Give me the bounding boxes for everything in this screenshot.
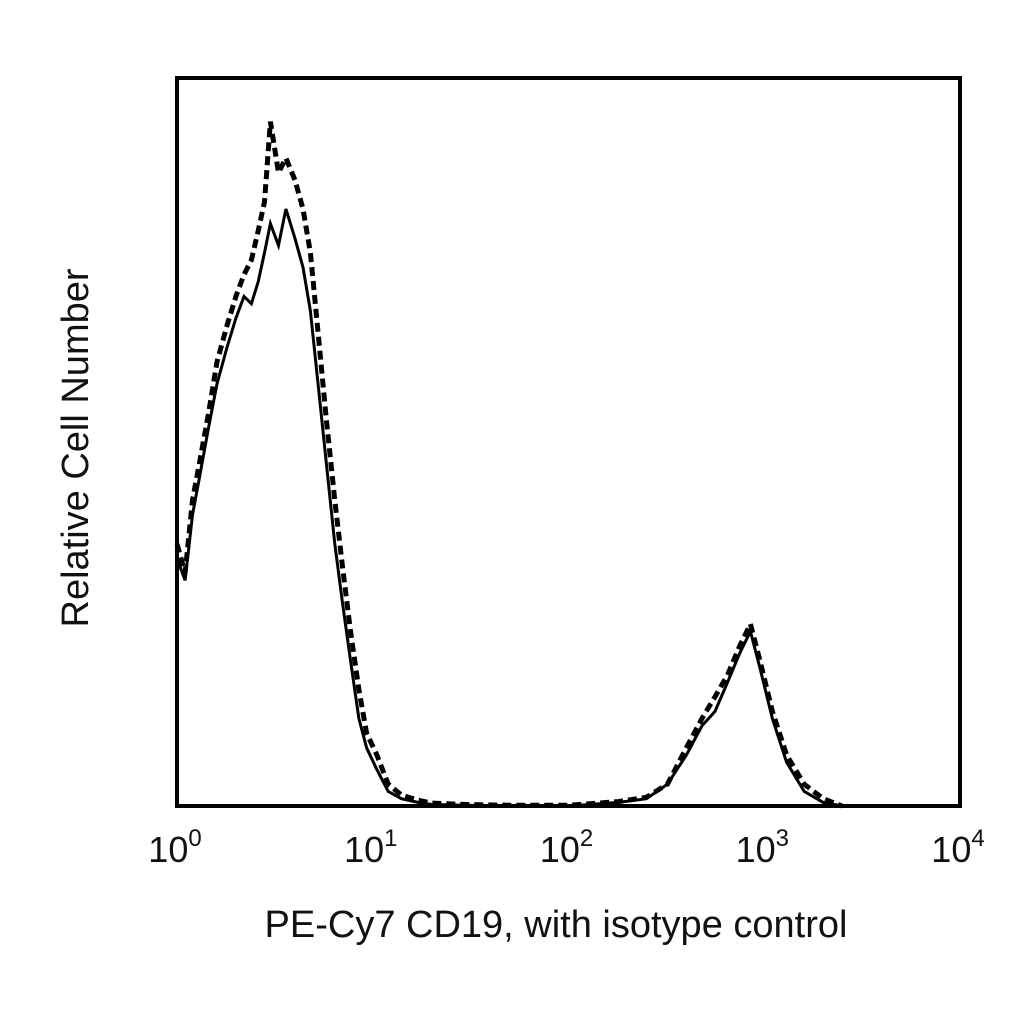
series-layer: [174, 121, 844, 809]
x-tick-label: 103: [736, 825, 789, 870]
plot-frame: [175, 76, 962, 808]
cd19-histogram: [175, 208, 843, 808]
x-tick-label: 101: [344, 825, 397, 870]
isotype-control-histogram: [174, 121, 844, 809]
x-tick-labels: 100 101 102 103 104: [148, 825, 984, 870]
x-axis-label: PE-Cy7 CD19, with isotype control: [265, 904, 848, 946]
x-tick-label: 100: [148, 825, 201, 870]
x-tick-label: 102: [540, 825, 593, 870]
x-tick-label: 104: [931, 825, 984, 870]
y-axis-label: Relative Cell Number: [55, 268, 97, 627]
